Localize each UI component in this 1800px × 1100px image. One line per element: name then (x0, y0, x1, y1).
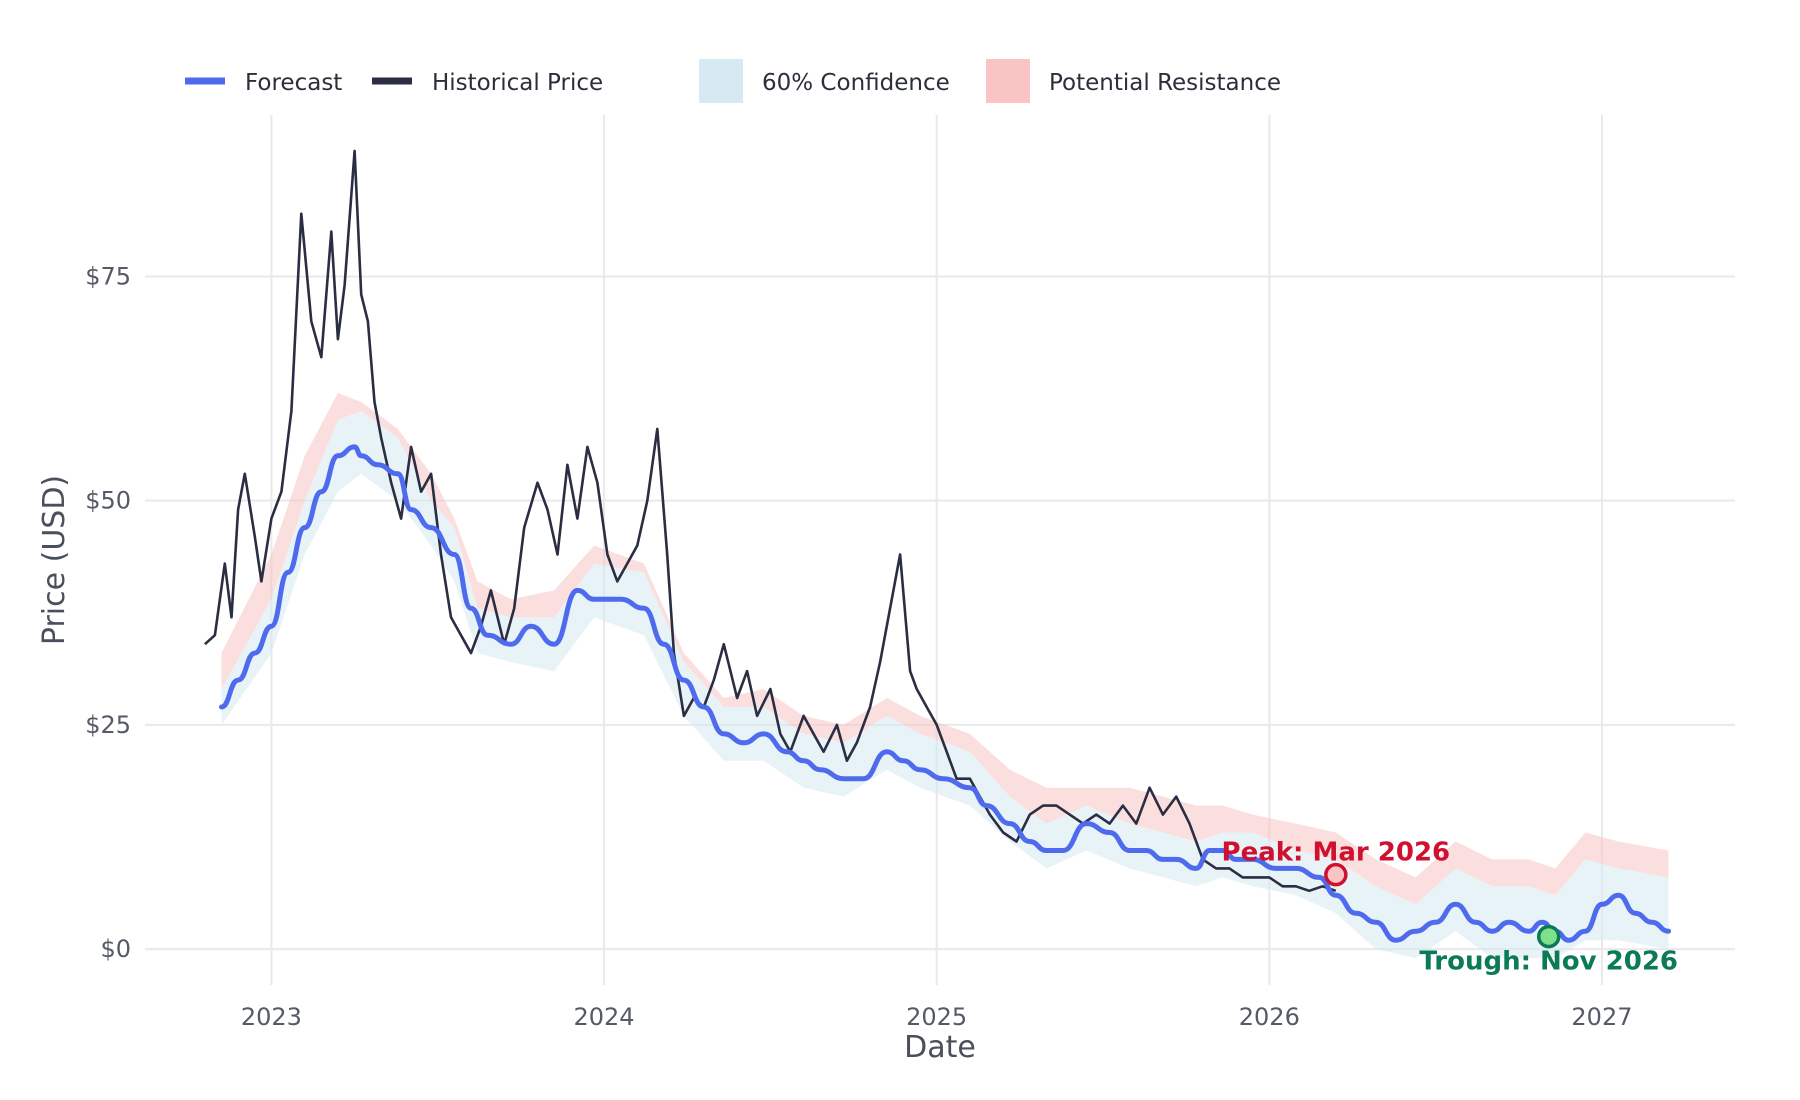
bands-layer (221, 393, 1669, 959)
legend: Forecast Historical Price 60% Confidence Po… (185, 59, 1281, 103)
series-layer (204, 149, 1671, 943)
legend-swatch-60-confidence (699, 59, 743, 103)
peak-label: Peak: Mar 2026 (1222, 838, 1451, 868)
x-tick-label: 2024 (573, 1003, 634, 1031)
trough-marker (1536, 924, 1561, 949)
forecast-line (219, 444, 1671, 943)
tick-labels: $0 $25 $50 $75 2023 2024 2025 2026 2027 (85, 262, 1632, 1031)
legend-swatch-potential-resistance (986, 59, 1030, 103)
grid-lines (145, 115, 1735, 985)
legend-label-historical-price: Historical Price (432, 70, 603, 96)
y-axis-title: Price (USD) (37, 475, 72, 645)
x-tick-label: 2026 (1239, 1003, 1300, 1031)
band-potential-resistance (221, 393, 1669, 905)
trough-label: Trough: Nov 2026 (1419, 947, 1678, 977)
legend-label-forecast: Forecast (245, 70, 342, 96)
band-60-confidence (221, 411, 1669, 959)
y-tick-label: $0 (100, 935, 131, 963)
x-tick-label: 2023 (241, 1003, 302, 1031)
y-tick-label: $75 (85, 262, 131, 290)
x-tick-label: 2027 (1571, 1003, 1632, 1031)
peak-marker (1324, 862, 1348, 887)
annotations-layer: Peak: Mar 2026 Trough: Nov 2026 (1222, 838, 1679, 977)
y-tick-label: $25 (85, 711, 131, 739)
historical-price-line (204, 149, 1337, 893)
x-tick-label: 2025 (906, 1003, 967, 1031)
legend-label-60-confidence: 60% Confidence (762, 70, 950, 96)
y-tick-label: $50 (85, 487, 131, 515)
x-axis-title: Date (904, 1030, 976, 1065)
legend-label-potential-resistance: Potential Resistance (1049, 70, 1281, 96)
